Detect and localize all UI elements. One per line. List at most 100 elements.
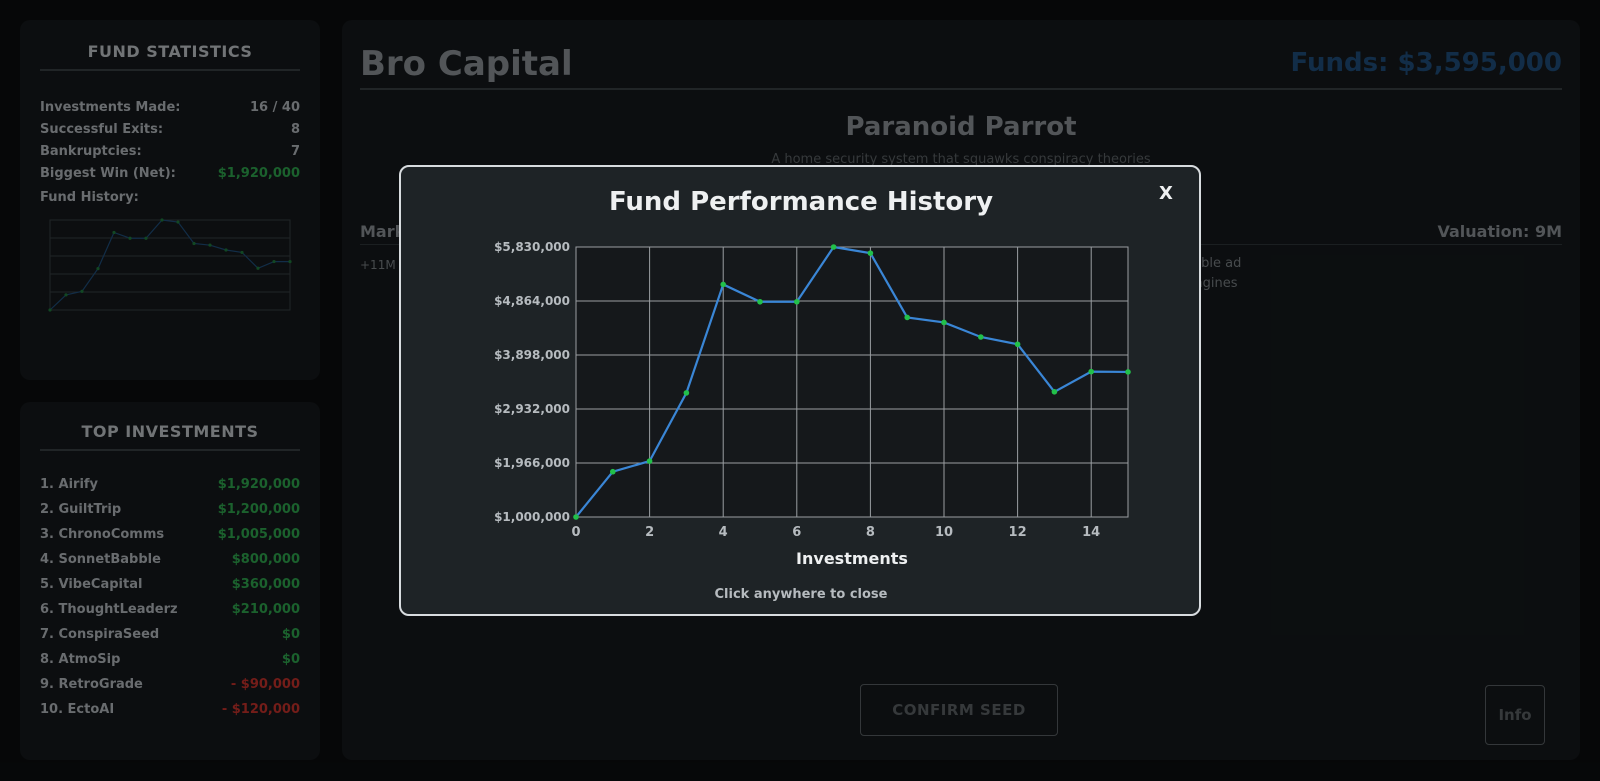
- investment-value: $1,920,000: [217, 477, 300, 492]
- investment-name: 5. VibeCapital: [40, 577, 143, 592]
- info-button[interactable]: Info: [1485, 685, 1545, 745]
- stat-value: 7: [290, 144, 300, 159]
- market-label: Mark: [360, 222, 406, 241]
- data-point: [720, 281, 726, 288]
- top-investment-row: 7. ConspiraSeed $0: [40, 627, 300, 642]
- investment-name: 8. AtmoSip: [40, 652, 121, 667]
- y-tick-label: $1,966,000: [494, 456, 570, 470]
- data-point: [1051, 388, 1058, 395]
- investment-name: 9. RetroGrade: [40, 677, 143, 692]
- plot-border: [575, 246, 1129, 518]
- top-investments-title: TOP INVESTMENTS: [40, 422, 300, 451]
- header-divider: [360, 88, 1562, 90]
- x-tick-label: 10: [935, 525, 953, 540]
- close-button[interactable]: X: [1159, 183, 1173, 204]
- data-point: [683, 390, 690, 396]
- data-point: [1014, 341, 1021, 348]
- top-investment-row: 6. ThoughtLeaderz $210,000: [40, 602, 300, 617]
- startup-name: Paranoid Parrot: [845, 112, 1077, 142]
- data-point: [1125, 369, 1131, 375]
- data-point: [1088, 368, 1094, 375]
- stat-value: $1,920,000: [217, 166, 300, 181]
- mini-data-point: [224, 248, 228, 252]
- mini-data-point: [288, 260, 292, 264]
- x-tick-label: 4: [719, 525, 728, 540]
- confirm-seed-button[interactable]: CONFIRM SEED: [860, 684, 1058, 736]
- x-tick-label: 8: [866, 525, 875, 540]
- data-point: [867, 250, 874, 256]
- top-investment-row: 10. EctoAI - $120,000: [40, 702, 300, 717]
- mini-data-point: [160, 218, 164, 222]
- y-tick-label: $4,864,000: [494, 294, 570, 308]
- x-tick-label: 6: [792, 525, 801, 540]
- data-point: [610, 468, 616, 475]
- investment-value: $1,005,000: [217, 527, 300, 542]
- data-point: [646, 458, 653, 464]
- investment-value: $210,000: [231, 602, 300, 617]
- fund-statistics-panel: FUND STATISTICS Investments Made: 16 / 4…: [20, 20, 320, 380]
- mini-data-point: [128, 236, 132, 240]
- stat-label: Investments Made:: [40, 100, 181, 115]
- mini-fund-history-chart[interactable]: [48, 218, 292, 314]
- modal-title: Fund Performance History: [608, 187, 994, 217]
- investment-name: 4. SonnetBabble: [40, 552, 161, 567]
- top-investment-row: 2. GuiltTrip $1,200,000: [40, 502, 300, 517]
- top-investment-row: 5. VibeCapital $360,000: [40, 577, 300, 592]
- y-tick-label: $3,898,000: [494, 348, 570, 362]
- x-tick-label: 14: [1082, 525, 1100, 540]
- investment-value: $800,000: [231, 552, 300, 567]
- data-point: [978, 334, 984, 340]
- stat-label: Bankruptcies:: [40, 144, 142, 159]
- startup-description: A home security system that squawks cons…: [771, 152, 1151, 167]
- stat-row-exits: Successful Exits: 8: [40, 122, 300, 137]
- stat-row-investments: Investments Made: 16 / 40: [40, 100, 300, 115]
- x-axis-label: Investments: [796, 549, 908, 568]
- investment-value: $0: [281, 652, 300, 667]
- investment-name: 2. GuiltTrip: [40, 502, 122, 517]
- data-point: [794, 298, 800, 305]
- top-investment-row: 9. RetroGrade - $90,000: [40, 677, 300, 692]
- investment-value: $1,200,000: [217, 502, 300, 517]
- y-tick-label: $2,932,000: [494, 402, 570, 416]
- x-tick-label: 2: [645, 525, 654, 540]
- investment-value: $360,000: [231, 577, 300, 592]
- mini-data-point: [272, 259, 276, 264]
- investment-name: 1. Airify: [40, 477, 99, 492]
- stat-label: Biggest Win (Net):: [40, 166, 176, 181]
- top-investment-row: 3. ChronoComms $1,005,000: [40, 527, 300, 542]
- mini-data-point: [176, 220, 180, 224]
- valuation-display: Valuation: 9M: [1437, 222, 1562, 241]
- investment-name: 7. ConspiraSeed: [40, 627, 160, 642]
- fund-history-label-row: Fund History:: [40, 190, 300, 205]
- fund-statistics-title: FUND STATISTICS: [40, 42, 300, 71]
- mini-data-point: [208, 243, 212, 247]
- mini-data-point: [112, 230, 116, 235]
- mini-data-point: [192, 241, 196, 246]
- fund-performance-modal: 0 2 4 6 8 10 12 14 $1,000,000 $1,966,000 $2,932,00…: [399, 165, 1201, 616]
- mini-data-point: [144, 236, 148, 240]
- plot-area: [576, 247, 1128, 517]
- mini-plot-border: [49, 219, 291, 311]
- y-tick-label: $5,830,000: [494, 240, 570, 254]
- data-point: [757, 298, 763, 305]
- funds-display: Funds: $3,595,000: [1290, 48, 1562, 78]
- stat-value: 16 / 40: [250, 100, 300, 115]
- stat-label: Successful Exits:: [40, 122, 164, 137]
- market-note: +11M: [360, 258, 396, 272]
- investment-value: $0: [281, 627, 300, 642]
- top-investments-panel: TOP INVESTMENTS 1. Airify $1,920,000 2. Gu…: [20, 402, 320, 760]
- investment-name: 3. ChronoComms: [40, 527, 165, 542]
- mini-data-point: [96, 267, 100, 271]
- x-tick-label: 12: [1009, 525, 1027, 540]
- fund-performance-chart: 0 2 4 6 8 10 12 14 $1,000,000 $1,966,000 $2,932,00…: [494, 240, 1131, 568]
- investment-name: 10. EctoAI: [40, 702, 115, 717]
- investment-value: - $90,000: [230, 677, 300, 692]
- top-investment-row: 1. Airify $1,920,000: [40, 477, 300, 492]
- fund-name-title: Bro Capital: [360, 44, 573, 84]
- data-point: [573, 514, 579, 520]
- stat-value: 8: [290, 122, 300, 137]
- mini-data-point: [240, 250, 244, 255]
- investment-value: - $120,000: [221, 702, 300, 717]
- mini-data-point: [48, 308, 52, 312]
- mini-data-point: [64, 293, 68, 297]
